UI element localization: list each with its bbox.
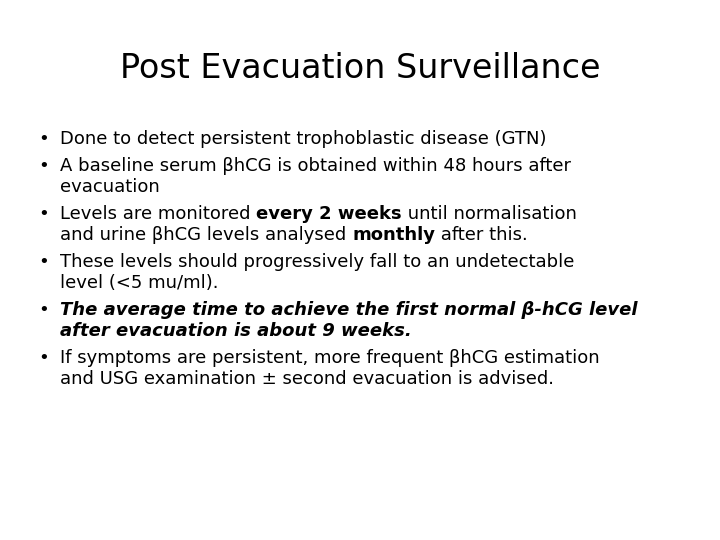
Text: level (<5 mu/ml).: level (<5 mu/ml). xyxy=(60,274,218,292)
Text: every 2 weeks: every 2 weeks xyxy=(256,205,402,223)
Text: •: • xyxy=(38,349,49,367)
Text: until normalisation: until normalisation xyxy=(402,205,577,223)
Text: These levels should progressively fall to an undetectable: These levels should progressively fall t… xyxy=(60,253,575,271)
Text: Post Evacuation Surveillance: Post Evacuation Surveillance xyxy=(120,52,600,85)
Text: Levels are monitored: Levels are monitored xyxy=(60,205,256,223)
Text: A baseline serum βhCG is obtained within 48 hours after: A baseline serum βhCG is obtained within… xyxy=(60,157,571,175)
Text: •: • xyxy=(38,301,49,319)
Text: •: • xyxy=(38,157,49,175)
Text: •: • xyxy=(38,253,49,271)
Text: If symptoms are persistent, more frequent βhCG estimation: If symptoms are persistent, more frequen… xyxy=(60,349,600,367)
Text: •: • xyxy=(38,205,49,223)
Text: and urine βhCG levels analysed: and urine βhCG levels analysed xyxy=(60,226,352,244)
Text: evacuation: evacuation xyxy=(60,178,160,196)
Text: •: • xyxy=(38,130,49,148)
Text: after this.: after this. xyxy=(435,226,528,244)
Text: Done to detect persistent trophoblastic disease (GTN): Done to detect persistent trophoblastic … xyxy=(60,130,546,148)
Text: The average time to achieve the first normal β-hCG level: The average time to achieve the first no… xyxy=(60,301,637,319)
Text: monthly: monthly xyxy=(352,226,435,244)
Text: and USG examination ± second evacuation is advised.: and USG examination ± second evacuation … xyxy=(60,370,554,388)
Text: after evacuation is about 9 weeks.: after evacuation is about 9 weeks. xyxy=(60,322,412,340)
